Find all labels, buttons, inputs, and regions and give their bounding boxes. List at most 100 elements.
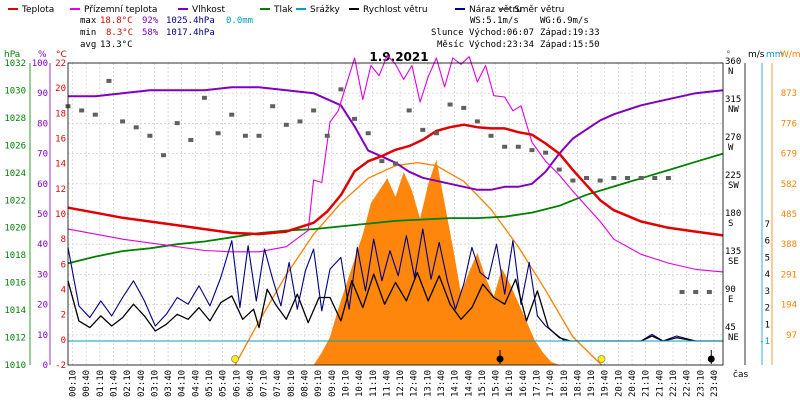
wind-direction-point xyxy=(420,127,426,132)
wind-gust-info: WG:6.9m/s xyxy=(540,16,589,26)
wind-direction-point xyxy=(379,159,385,164)
tick-label-wm2: 291 xyxy=(781,270,797,280)
stats-max-temp: 18.8°C xyxy=(100,16,133,26)
wind-direction-point xyxy=(543,150,549,155)
wind-direction-point xyxy=(242,133,248,138)
tick-label-time: 21:40 xyxy=(655,370,665,397)
astro-block: WS:5.1m/s WG:6.9m/s Slunce Východ:06:07 … xyxy=(431,16,600,50)
tick-label-time: 12:10 xyxy=(396,370,406,397)
tick-label-dir: 135 xyxy=(725,247,741,257)
sun-set: Západ:19:33 xyxy=(540,28,600,38)
legend-label: Náraz větru xyxy=(469,5,522,15)
wind-direction-point xyxy=(433,131,439,136)
tick-label-time: 14:10 xyxy=(451,370,461,397)
tick-label-time: 00:40 xyxy=(82,370,92,397)
wind-direction-point xyxy=(679,290,685,294)
unit-degc: °C xyxy=(56,50,67,60)
wind-speed-info: WS:5.1m/s xyxy=(470,16,519,26)
stats-block: max 18.8°C 92% 1025.4hPa 0.0mm min 8.3°C… xyxy=(80,16,253,50)
tick-label-degc: 8 xyxy=(61,235,66,245)
tick-label-time: 18:40 xyxy=(573,370,583,397)
wind-direction-point xyxy=(406,108,412,113)
tick-label-ms: 3 xyxy=(765,287,770,297)
tick-label-time: 07:10 xyxy=(260,370,270,397)
tick-label-hpa: 1028 xyxy=(4,114,26,124)
tick-label-wm2: 485 xyxy=(781,210,797,220)
moon-rise: Východ:23:34 xyxy=(469,40,534,50)
wind-direction-point xyxy=(229,112,235,117)
wind-direction-point xyxy=(133,125,139,130)
series-sun-curve xyxy=(234,161,603,366)
tick-label-time: 13:40 xyxy=(437,370,447,397)
unit-hpa: hPa xyxy=(4,50,20,60)
tick-label-dir: 315 xyxy=(725,95,741,105)
unit-pct: % xyxy=(38,50,47,60)
series-wind-speed xyxy=(67,271,723,342)
tick-label-pct: 30 xyxy=(37,270,48,280)
tick-label-degc: 10 xyxy=(55,210,66,220)
tick-label-time: 02:40 xyxy=(137,370,147,397)
tick-label-pct: 10 xyxy=(37,331,48,341)
tick-label-time: 17:10 xyxy=(533,370,543,397)
tick-label-dir: 180 xyxy=(725,209,741,219)
tick-label-hpa: 1030 xyxy=(4,86,26,96)
tick-label-degc: 22 xyxy=(55,59,66,69)
wind-direction-point xyxy=(324,133,330,138)
tick-label-degc: 0 xyxy=(61,336,66,346)
series-pressure xyxy=(67,152,724,265)
stats-max-rain: 0.0mm xyxy=(226,16,253,26)
tick-label-hpa: 1026 xyxy=(4,141,26,151)
wind-direction-marks xyxy=(65,78,712,294)
plot-frame xyxy=(67,62,724,366)
wind-direction-point xyxy=(188,138,194,142)
tick-label-time: 06:40 xyxy=(246,370,256,397)
wind-direction-point xyxy=(461,105,467,110)
wind-direction-point xyxy=(311,108,317,113)
tick-label-time: 18:10 xyxy=(560,370,570,397)
tick-label-degc: -2 xyxy=(55,361,66,371)
tick-label-time: 02:10 xyxy=(123,370,133,397)
tick-label-pct: 70 xyxy=(37,150,48,160)
stats-max-hum: 92% xyxy=(142,16,159,26)
tick-label-time: 19:40 xyxy=(601,370,611,397)
series-solar-area xyxy=(68,159,723,365)
tick-label-pct: 60 xyxy=(37,180,48,190)
series-ground-temp xyxy=(67,54,724,273)
wind-direction-point xyxy=(693,290,699,294)
series-temperature xyxy=(67,123,724,237)
wind-direction-point xyxy=(393,161,398,166)
tick-label-wm2: 776 xyxy=(781,119,797,129)
wind-direction-point xyxy=(215,131,221,136)
tick-label-pct: 80 xyxy=(37,119,48,129)
tick-label-time: 06:10 xyxy=(232,370,242,397)
solar-area xyxy=(68,159,723,365)
wind-direction-point xyxy=(120,119,126,124)
tick-label-ms: 1 xyxy=(765,320,770,330)
stats-max-press: 1025.4hPa xyxy=(166,16,215,26)
tick-label-dir-compass: NE xyxy=(728,333,739,343)
series-wind-gust xyxy=(67,228,723,342)
tick-label-mm: -1 xyxy=(759,337,770,347)
wind-direction-point xyxy=(352,116,358,121)
tick-label-time: 09:10 xyxy=(314,370,324,397)
tick-label-wm2: 388 xyxy=(781,240,797,250)
wind-direction-point xyxy=(515,144,521,149)
tick-label-ms: 4 xyxy=(765,270,770,280)
wind-direction-point xyxy=(597,178,603,183)
tick-label-time: 20:10 xyxy=(614,370,624,397)
sunrise-marker xyxy=(231,355,239,363)
tick-label-time: 12:40 xyxy=(410,370,420,397)
unit-wm2: W/m2 xyxy=(780,50,800,60)
legend-label: Teplota xyxy=(21,5,54,15)
tick-label-time: 05:40 xyxy=(219,370,229,397)
stats-max-label: max xyxy=(80,16,97,26)
chart-title: 1.9.2021 xyxy=(369,50,428,64)
stats-min-press: 1017.4hPa xyxy=(166,28,215,38)
tick-label-dir: 45 xyxy=(725,323,736,333)
tick-label-time: 15:10 xyxy=(478,370,488,397)
wind-direction-point xyxy=(79,108,85,113)
tick-label-time: 21:10 xyxy=(642,370,652,397)
wind-direction-point xyxy=(624,176,630,180)
astro-markers xyxy=(231,350,715,364)
